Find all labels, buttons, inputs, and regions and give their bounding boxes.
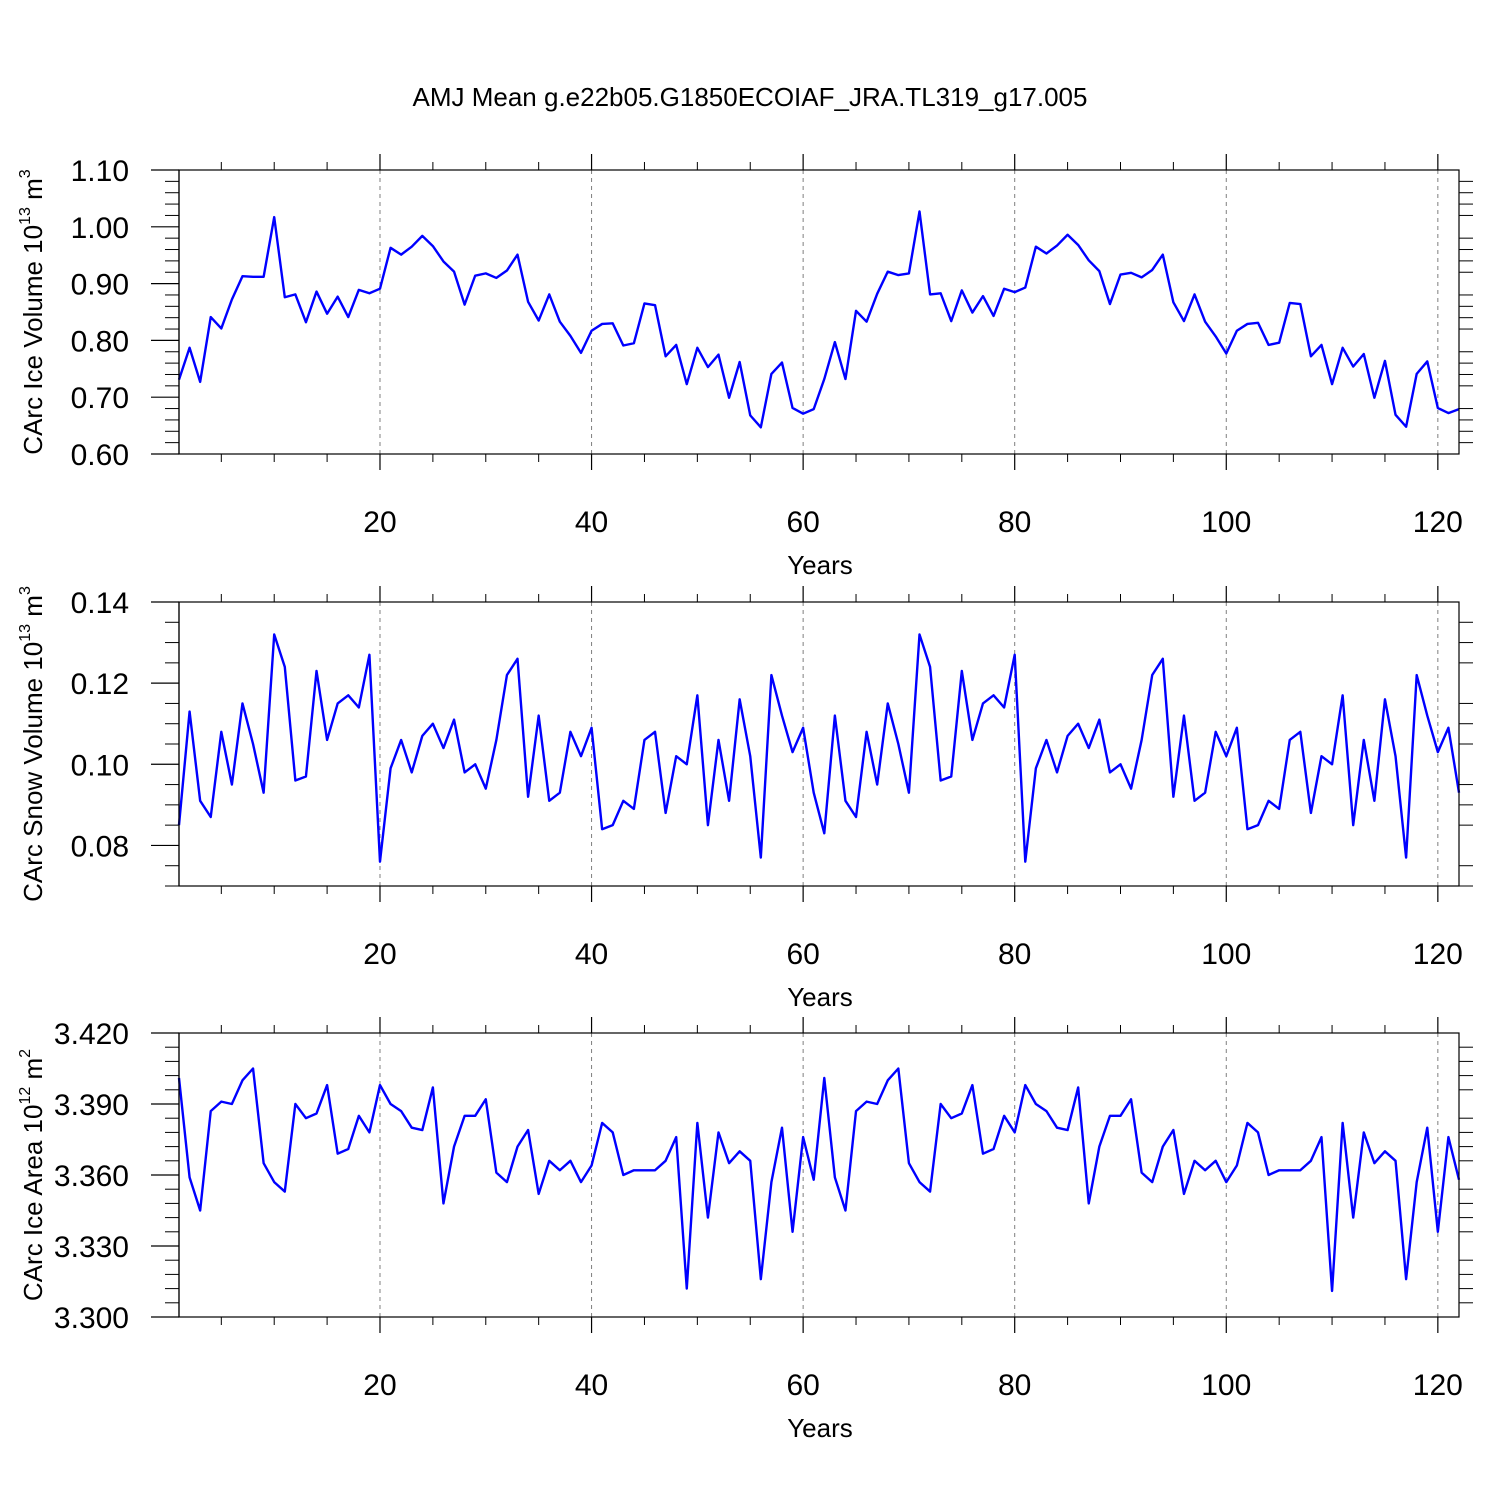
y-axis-label-main: CArc Ice Volume 10 — [18, 225, 48, 455]
panel-2: 20 40 60 80 100 120 Years 0.08 0.10 0.12 0.14 CArc … — [17, 586, 1473, 1012]
y-axis-label-unit: m — [18, 178, 48, 207]
y-tick-label: 0.60 — [71, 439, 129, 472]
x-tick-label: 20 — [363, 1369, 396, 1402]
plot-frame — [178, 169, 1460, 455]
y-tick-label: 3.300 — [54, 1302, 129, 1335]
x-tick-label: 40 — [575, 1369, 608, 1402]
y-axis-label-unit-exponent: 3 — [17, 586, 34, 595]
y-tick-label: 1.10 — [71, 155, 129, 188]
x-tick-label: 100 — [1201, 938, 1251, 971]
x-axis-label: Years — [787, 1413, 853, 1443]
y-tick-label: 0.08 — [71, 830, 129, 863]
x-tick-label: 60 — [786, 506, 819, 539]
x-tick-label: 40 — [575, 938, 608, 971]
plot-frame — [178, 601, 1460, 887]
x-tick-label: 20 — [363, 938, 396, 971]
y-axis-label-unit-exponent: 2 — [17, 1049, 34, 1058]
panel-3: 20 40 60 80 100 120 Years 3.300 3.330 3.360 3.390 3… — [17, 1017, 1473, 1443]
x-axis-label: Years — [787, 550, 853, 580]
panels: 20 40 60 80 100 120 Years 0.60 0.70 0.80 0.90 1.00 1… — [17, 154, 1473, 1443]
x-tick-label: 20 — [363, 506, 396, 539]
x-tick-label: 40 — [575, 506, 608, 539]
y-tick-label: 0.90 — [71, 269, 129, 302]
y-axis-label-unit: m — [18, 595, 48, 624]
series-line — [177, 210, 1460, 429]
x-axis-label: Years — [787, 982, 853, 1012]
x-tick-label: 80 — [998, 506, 1031, 539]
series-line — [177, 633, 1461, 863]
y-axis-label-main: CArc Snow Volume 10 — [18, 642, 48, 902]
y-axis-label-main: CArc Ice Area 10 — [18, 1105, 48, 1302]
y-axis-label: CArc Snow Volume 1013 m3 — [17, 586, 48, 902]
y-axis-label-exponent: 12 — [17, 1087, 34, 1105]
x-tick-label: 120 — [1413, 506, 1463, 539]
y-tick-label: 3.390 — [54, 1089, 129, 1122]
y-tick-label: 3.360 — [54, 1160, 129, 1193]
x-tick-label: 100 — [1201, 1369, 1251, 1402]
x-tick-label: 80 — [998, 1369, 1031, 1402]
x-tick-label: 80 — [998, 938, 1031, 971]
y-axis-label-exponent: 13 — [17, 207, 34, 225]
x-tick-label: 100 — [1201, 506, 1251, 539]
y-tick-label: 0.70 — [71, 382, 129, 415]
y-axis-label: CArc Ice Volume 1013 m3 — [17, 169, 48, 454]
y-tick-label: 0.12 — [71, 668, 129, 701]
x-tick-label: 60 — [786, 1369, 819, 1402]
y-tick-label: 3.420 — [54, 1018, 129, 1051]
figure-title: AMJ Mean g.e22b05.G1850ECOIAF_JRA.TL319_… — [413, 82, 1088, 112]
y-tick-label: 1.00 — [71, 212, 129, 245]
x-tick-label: 120 — [1413, 1369, 1463, 1402]
y-tick-label: 0.14 — [71, 587, 129, 620]
y-axis-label-unit: m — [18, 1058, 48, 1087]
panel-1: 20 40 60 80 100 120 Years 0.60 0.70 0.80 0.90 1.00 1… — [17, 154, 1473, 580]
y-tick-label: 0.80 — [71, 325, 129, 358]
y-axis-label-unit-exponent: 3 — [17, 169, 34, 178]
y-tick-label: 3.330 — [54, 1231, 129, 1264]
x-tick-label: 60 — [786, 938, 819, 971]
series-line — [177, 1067, 1461, 1293]
plot-frame — [178, 1032, 1460, 1318]
y-axis-label-exponent: 13 — [17, 624, 34, 642]
y-axis-label: CArc Ice Area 1012 m2 — [17, 1049, 48, 1301]
y-tick-label: 0.10 — [71, 749, 129, 782]
x-tick-label: 120 — [1413, 938, 1463, 971]
